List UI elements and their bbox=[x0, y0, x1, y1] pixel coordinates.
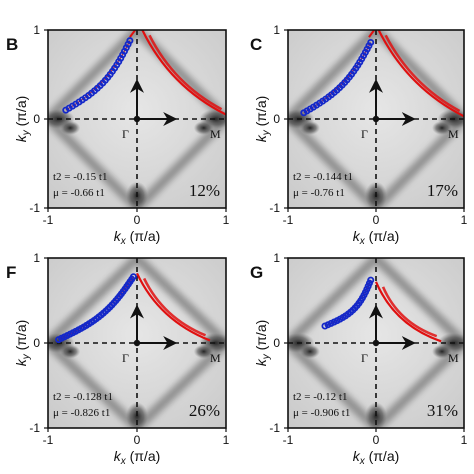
y-tick-label: 0 bbox=[273, 336, 280, 350]
x-tick-label: 0 bbox=[373, 213, 380, 227]
panel-letter: C bbox=[250, 35, 262, 54]
y-tick-label: 1 bbox=[273, 23, 280, 37]
kx-axis-label: kx (π/a) bbox=[353, 448, 400, 467]
y-tick-label: -1 bbox=[29, 421, 40, 435]
x-tick-label: 0 bbox=[134, 433, 141, 447]
kx-axis-label: kx (π/a) bbox=[114, 448, 161, 467]
doping-percent: 17% bbox=[427, 181, 458, 200]
data-point bbox=[367, 38, 375, 46]
gamma-label: Γ bbox=[361, 127, 368, 141]
panel-b: B Γ Mt2 = -0.15 t1 μ = -0.66 t1 12% -1 0 1 1 0 -1 k… bbox=[6, 23, 230, 247]
y-tick-label: 1 bbox=[273, 251, 280, 265]
y-tick-label: 0 bbox=[273, 112, 280, 126]
m-label: M bbox=[448, 127, 459, 141]
mu-parameter: μ = -0.906 t1 bbox=[293, 407, 350, 419]
y-tick-label: -1 bbox=[269, 421, 280, 435]
gamma-label: Γ bbox=[122, 351, 129, 365]
x-tick-label: -1 bbox=[283, 213, 294, 227]
x-tick-label: -1 bbox=[43, 433, 54, 447]
mu-parameter: μ = -0.76 t1 bbox=[293, 187, 345, 199]
fit-curve bbox=[136, 272, 211, 342]
x-tick-label: 1 bbox=[461, 213, 468, 227]
mu-parameter: μ = -0.826 t1 bbox=[53, 407, 110, 419]
y-tick-label: -1 bbox=[29, 201, 40, 215]
arpes-intensity-map: Γ Mt2 = -0.15 t1 μ = -0.66 t1 12% bbox=[48, 30, 226, 208]
doping-percent: 12% bbox=[189, 181, 220, 200]
data-point bbox=[129, 273, 137, 281]
panel-f: F Γ Mt2 = -0.128 t1 μ = -0.826 t1 26% -1 0 1 1 0 -… bbox=[6, 251, 230, 467]
x-tick-label: 0 bbox=[134, 213, 141, 227]
doping-percent: 31% bbox=[427, 401, 458, 420]
fit-curve bbox=[377, 30, 464, 118]
x-tick-label: -1 bbox=[43, 213, 54, 227]
x-tick-label: 0 bbox=[373, 433, 380, 447]
panel-letter: B bbox=[6, 35, 18, 54]
panel-c: C Γ Mt2 = -0.144 t1 μ = -0.76 t1 17% -1 0 1 1 0 -1… bbox=[250, 23, 468, 247]
ky-axis-label: ky (π/a) bbox=[13, 96, 32, 143]
data-point bbox=[126, 37, 134, 45]
x-tick-label: 1 bbox=[461, 433, 468, 447]
m-label: M bbox=[448, 351, 459, 365]
y-tick-label: 1 bbox=[33, 23, 40, 37]
kx-axis-label: kx (π/a) bbox=[114, 228, 161, 247]
ky-axis-label: ky (π/a) bbox=[253, 96, 272, 143]
fit-curve bbox=[141, 30, 226, 116]
ky-axis-label: ky (π/a) bbox=[13, 320, 32, 367]
arpes-intensity-map: Γ Mt2 = -0.144 t1 μ = -0.76 t1 17% bbox=[288, 30, 464, 208]
fit-curve bbox=[374, 281, 442, 343]
panel-letter: F bbox=[6, 263, 16, 282]
mu-parameter: μ = -0.66 t1 bbox=[53, 187, 105, 199]
arpes-intensity-map: Γ Mt2 = -0.128 t1 μ = -0.826 t1 26% bbox=[48, 258, 226, 428]
x-tick-label: 1 bbox=[223, 213, 230, 227]
panel-letter: G bbox=[250, 263, 263, 282]
y-tick-label: 1 bbox=[33, 251, 40, 265]
y-tick-label: 0 bbox=[33, 112, 40, 126]
x-tick-label: -1 bbox=[283, 433, 294, 447]
x-tick-label: 1 bbox=[223, 433, 230, 447]
gamma-label: Γ bbox=[361, 351, 368, 365]
y-tick-label: 0 bbox=[33, 336, 40, 350]
panel-g: G Γ Mt2 = -0.12 t1 μ = -0.906 t1 31% -1 0 1 1 0 -1… bbox=[250, 251, 468, 467]
kx-axis-label: kx (π/a) bbox=[353, 228, 400, 247]
y-tick-label: -1 bbox=[269, 201, 280, 215]
m-label: M bbox=[210, 127, 221, 141]
t2-parameter: t2 = -0.15 t1 bbox=[53, 171, 107, 183]
t2-parameter: t2 = -0.128 t1 bbox=[53, 391, 113, 403]
t2-parameter: t2 = -0.12 t1 bbox=[293, 391, 347, 403]
gamma-label: Γ bbox=[122, 127, 129, 141]
arpes-intensity-map: Γ Mt2 = -0.12 t1 μ = -0.906 t1 31% bbox=[288, 258, 464, 428]
doping-percent: 26% bbox=[189, 401, 220, 420]
t2-parameter: t2 = -0.144 t1 bbox=[293, 171, 353, 183]
ky-axis-label: ky (π/a) bbox=[253, 320, 272, 367]
m-label: M bbox=[210, 351, 221, 365]
data-point bbox=[367, 276, 375, 284]
